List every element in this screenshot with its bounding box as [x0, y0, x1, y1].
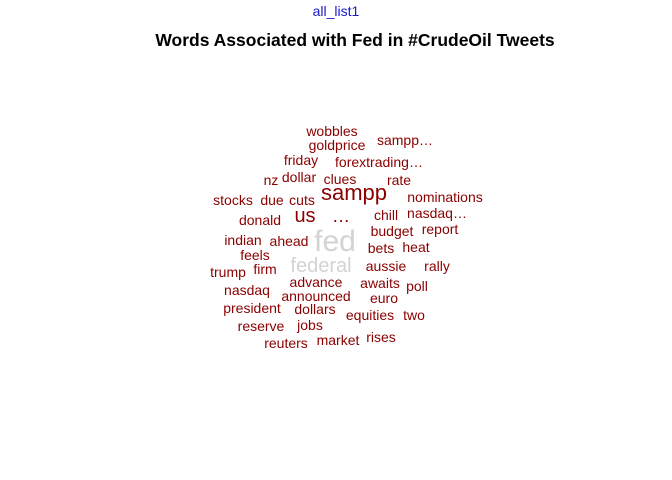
word-nz: nz	[263, 172, 279, 188]
word-president: president	[223, 300, 281, 316]
word-reserve: reserve	[237, 318, 285, 334]
word-fed: fed	[314, 225, 356, 258]
word-two: two	[403, 307, 425, 323]
word-sampp: sampp	[320, 180, 388, 205]
word-chill: chill	[373, 207, 399, 223]
word-rises: rises	[366, 329, 396, 345]
word-us: us	[294, 205, 316, 227]
word-poll: poll	[406, 278, 428, 294]
word-nasdaq: nasdaq	[224, 282, 270, 298]
word-feels: feels	[240, 247, 270, 263]
word-bets: bets	[367, 240, 395, 256]
list-label: all_list1	[312, 3, 360, 19]
word-: …	[332, 206, 352, 226]
word-clues: clues	[323, 171, 357, 187]
word-report: report	[421, 221, 459, 237]
word-budget: budget	[370, 223, 414, 239]
word-trump: trump	[210, 264, 246, 280]
word-heat: heat	[402, 239, 430, 255]
word-announced: announced	[281, 288, 351, 304]
word-aussie: aussie	[365, 258, 407, 274]
word-indian: indian	[224, 232, 262, 248]
word-sampp: sampp…	[376, 132, 434, 148]
word-donald: donald	[238, 212, 282, 228]
word-nominations: nominations	[407, 189, 483, 205]
word-stocks: stocks	[213, 192, 253, 208]
word-cuts: cuts	[289, 192, 315, 208]
chart-title: Words Associated with Fed in #CrudeOil T…	[155, 30, 555, 50]
word-advance: advance	[289, 274, 343, 290]
word-firm: firm	[253, 261, 277, 277]
word-due: due	[260, 192, 284, 208]
word-ahead: ahead	[269, 233, 309, 249]
word-wobbles: wobbles	[306, 123, 358, 139]
word-rally: rally	[424, 258, 450, 274]
word-dollars: dollars	[294, 301, 336, 317]
word-forextrading: forextrading…	[335, 154, 423, 170]
word-federal: federal	[290, 255, 352, 277]
word-awaits: awaits	[360, 275, 400, 291]
word-equities: equities	[345, 307, 395, 323]
word-jobs: jobs	[297, 317, 323, 333]
word-market: market	[316, 332, 360, 348]
word-reuters: reuters	[264, 335, 308, 351]
word-rate: rate	[386, 172, 412, 188]
word-dollar: dollar	[281, 169, 317, 185]
word-goldprice: goldprice	[308, 137, 366, 153]
word-nasdaq: nasdaq…	[407, 205, 467, 221]
word-friday: friday	[283, 152, 319, 168]
word-euro: euro	[369, 290, 399, 306]
